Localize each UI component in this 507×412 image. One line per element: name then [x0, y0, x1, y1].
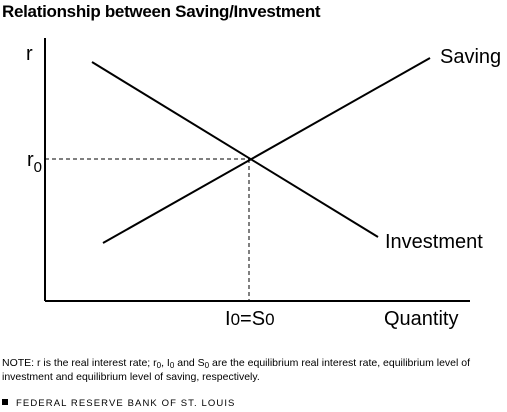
investment-curve	[91, 61, 379, 238]
saving-label: Saving	[440, 46, 501, 68]
y-axis-label: r	[26, 43, 33, 65]
page-title: Relationship between Saving/Investment	[2, 2, 321, 21]
square-bullet-icon	[2, 399, 8, 405]
equilibrium-quantity-label: I0=S0	[225, 308, 275, 330]
source-footer-text: FEDERAL RESERVE BANK OF ST. LOUIS	[16, 398, 236, 409]
saving-curve	[102, 57, 431, 244]
source-footer: FEDERAL RESERVE BANK OF ST. LOUIS	[2, 398, 236, 409]
investment-label: Investment	[385, 231, 483, 253]
footnote: NOTE: r is the real interest rate; r0, I…	[2, 357, 470, 383]
r0-label: r0	[27, 149, 42, 176]
saving-investment-diagram: r r0 Saving Investment I0=S0 Quantity	[26, 38, 501, 330]
x-axis-label: Quantity	[384, 308, 458, 330]
